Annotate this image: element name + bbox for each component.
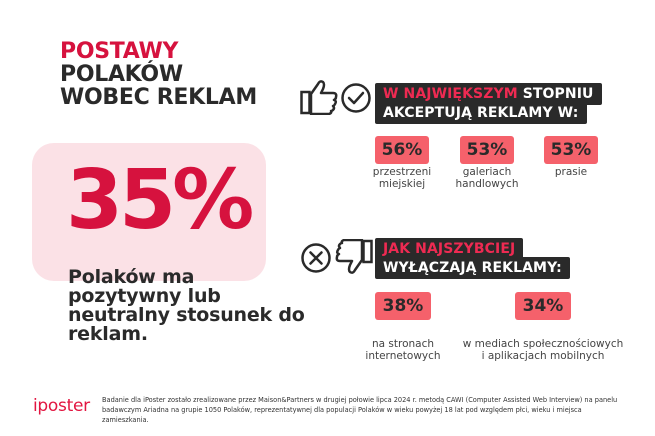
accept-label-2: galeriach handlowych (437, 166, 537, 190)
footer-note: Badanie dla iPoster zostało zrealizowane… (102, 396, 618, 424)
block-header-line-2: WYŁĄCZAJĄ REKLAMY: (375, 257, 570, 279)
block-header-line-1: JAK NAJSZYBCIEJ (375, 238, 524, 260)
accept-value-1: 56% (375, 136, 429, 164)
accept-label-2-line-2: handlowych (455, 178, 519, 190)
block-header-highlight: JAK NAJSZYBCIEJ (383, 241, 516, 257)
block-label-1-line-1: na stronach (371, 338, 435, 350)
page-title: POSTAWY POLAKÓW WOBEC REKLAM (60, 40, 257, 109)
thumbs-up-icon (300, 80, 338, 115)
title-line-1: POSTAWY (60, 39, 179, 64)
accept-label-3-line-1: prasie (554, 166, 588, 178)
block-label-1: na stronach internetowych (353, 338, 453, 362)
block-value-1: 38% (375, 292, 431, 320)
block-label-1-line-2: internetowych (365, 350, 441, 362)
block-value-2: 34% (515, 292, 571, 320)
x-circle-icon (301, 243, 331, 273)
main-stat-value: 35% (66, 153, 254, 248)
accept-header-highlight: W NAJWIĘKSZYM (383, 86, 518, 102)
block-label-2-line-1: w mediach społecznościowych (462, 338, 624, 350)
accept-value-3: 53% (544, 136, 598, 164)
accept-header-line-1: W NAJWIĘKSZYM STOPNIU (375, 83, 602, 105)
check-circle-icon (341, 83, 371, 113)
accept-label-3: prasie (521, 166, 621, 178)
accept-header-rest: STOPNIU (517, 86, 594, 102)
thumbs-down-icon (335, 239, 373, 274)
accept-header-line-2: AKCEPTUJĄ REKLAMY W: (375, 102, 587, 124)
accept-value-2: 53% (460, 136, 514, 164)
iposter-logo: iposter (33, 396, 90, 416)
title-line-2: POLAKÓW (60, 62, 183, 87)
accept-label-1-line-1: przestrzeni (372, 166, 432, 178)
block-label-2: w mediach społecznościowych i aplikacjac… (453, 338, 633, 362)
main-stat-background (32, 143, 266, 281)
title-line-3: WOBEC REKLAM (60, 85, 257, 110)
main-stat-text: Polaków ma pozytywny lub neutralny stosu… (68, 266, 305, 345)
accept-label-2-line-1: galeriach (462, 166, 512, 178)
accept-label-1-line-2: miejskiej (378, 178, 426, 190)
accept-label-1: przestrzeni miejskiej (352, 166, 452, 190)
block-label-2-line-2: i aplikacjach mobilnych (481, 350, 605, 362)
